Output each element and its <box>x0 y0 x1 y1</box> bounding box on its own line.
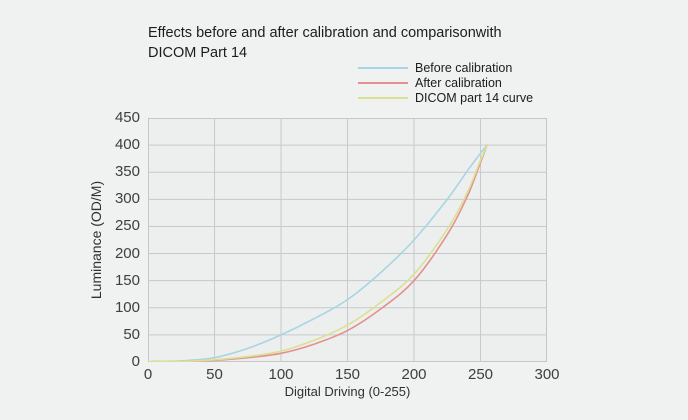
page-title: Effects before and after calibration and… <box>148 24 578 63</box>
y-tick-label: 300 <box>114 190 140 208</box>
y-axis-label-text: Luminance (OD/M) <box>88 180 104 300</box>
legend-item-before-calibration: Before calibration <box>358 60 533 75</box>
y-axis-ticks: 0 50 100 150 200 250 300 350 400 450 <box>0 0 140 420</box>
legend-label: Before calibration <box>415 60 513 75</box>
x-tick-label: 100 <box>268 366 294 383</box>
before-calibration-line-swatch <box>358 66 408 69</box>
y-tick-label: 0 <box>131 353 140 370</box>
y-tick-label: 50 <box>123 325 140 343</box>
legend: Before calibration After calibration DIC… <box>358 60 533 105</box>
dicom-curve-line-swatch <box>358 96 408 99</box>
x-tick-label: 150 <box>334 366 361 383</box>
x-tick-label: 300 <box>534 366 560 383</box>
x-tick-label: 0 <box>143 366 153 383</box>
y-tick-label: 400 <box>114 136 140 154</box>
y-tick-label: 450 <box>114 109 140 126</box>
legend-item-after-calibration: After calibration <box>358 75 533 90</box>
y-tick-label: 150 <box>114 271 140 289</box>
y-tick-label: 350 <box>114 163 140 181</box>
page-title-line-1: Effects before and after calibration and… <box>148 25 502 41</box>
x-axis-label: Digital Driving (0-255) <box>284 384 411 399</box>
legend-label: DICOM part 14 curve <box>415 90 534 105</box>
line-chart <box>148 118 547 362</box>
y-tick-label: 200 <box>114 244 140 262</box>
x-tick-label: 250 <box>467 366 494 383</box>
page-title-line-2: DICOM Part 14 <box>148 44 248 61</box>
y-tick-label: 250 <box>114 217 140 235</box>
plot-area <box>148 118 547 362</box>
after-calibration-line-swatch <box>358 81 408 84</box>
legend-item-dicom-curve: DICOM part 14 curve <box>358 90 533 105</box>
legend-label: After calibration <box>415 75 502 90</box>
x-tick-label: 50 <box>206 366 223 383</box>
y-tick-label: 100 <box>114 298 140 316</box>
x-tick-label: 200 <box>401 366 427 383</box>
